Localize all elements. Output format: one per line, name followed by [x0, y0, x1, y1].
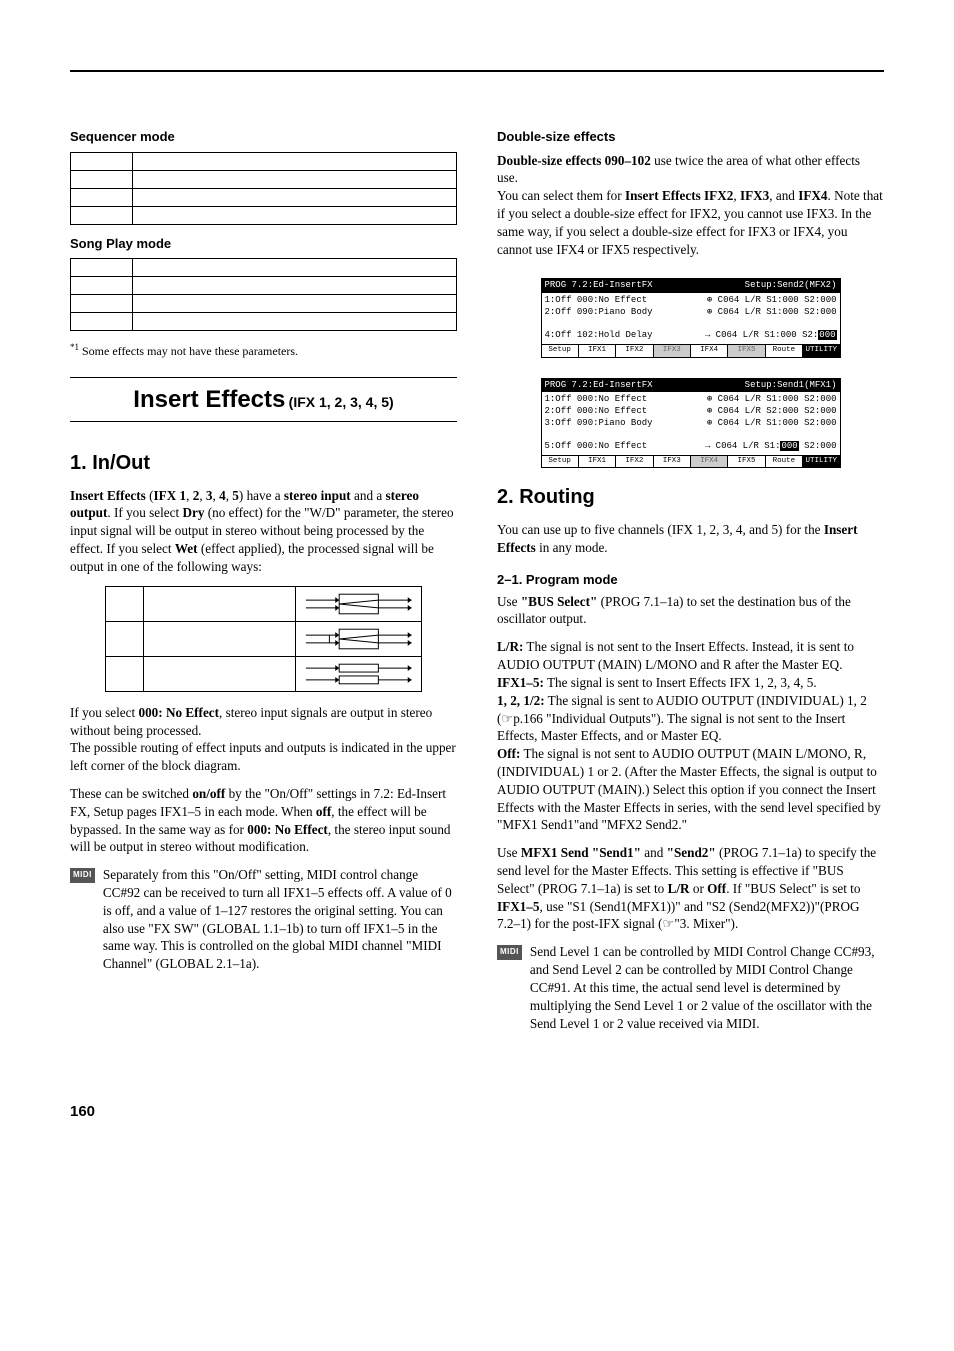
banner-subtitle: (IFX 1, 2, 3, 4, 5) [289, 394, 394, 410]
sequencer-mode-table [70, 152, 457, 225]
routing-diagram-3 [300, 660, 418, 688]
inout-paragraph-1: Insert Effects (IFX 1, 2, 3, 4, 5) have … [70, 487, 457, 576]
program-mode-lr: L/R: The signal is not sent to the Inser… [497, 638, 884, 674]
midi-icon: MIDI [70, 868, 95, 883]
double-size-heading: Double-size effects [497, 128, 884, 146]
midi-icon: MIDI [497, 945, 522, 960]
midi-note-1: MIDI Separately from this "On/Off" setti… [70, 866, 457, 973]
banner-title: Insert Effects [133, 386, 285, 413]
program-mode-off: Off: The signal is not sent to AUDIO OUT… [497, 745, 884, 834]
right-column: Double-size effects Double-size effects … [497, 122, 884, 1042]
routing-diagram-1 [300, 590, 418, 618]
program-mode-mfx: Use MFX1 Send "Send1" and "Send2" (PROG … [497, 844, 884, 933]
sequencer-mode-heading: Sequencer mode [70, 128, 457, 146]
page-number: 160 [70, 1102, 884, 1122]
midi-note-2: MIDI Send Level 1 can be controlled by M… [497, 943, 884, 1032]
lcd-screenshot-1: PROG 7.2:Ed-InsertFXSetup:Send2(MFX2)1:O… [541, 278, 841, 357]
footnote: *1 Some effects may not have these param… [70, 341, 457, 359]
double-size-paragraph: Double-size effects 090–102 use twice th… [497, 152, 884, 259]
routing-diagram-table [105, 586, 422, 692]
program-mode-ifx: IFX1–5: The signal is sent to Insert Eff… [497, 674, 884, 692]
insert-effects-banner: Insert Effects (IFX 1, 2, 3, 4, 5) [70, 377, 457, 421]
lcd-screenshot-2: PROG 7.2:Ed-InsertFXSetup:Send1(MFX1)1:O… [541, 378, 841, 469]
program-mode-p1: Use "BUS Select" (PROG 7.1–1a) to set th… [497, 593, 884, 629]
routing-diagram-2 [300, 625, 418, 653]
two-column-layout: Sequencer mode Song Play mode *1 Some ef… [70, 122, 884, 1042]
program-mode-heading: 2–1. Program mode [497, 571, 884, 589]
top-rule [70, 70, 884, 72]
program-mode-12: 1, 2, 1/2: The signal is sent to AUDIO O… [497, 692, 884, 745]
inout-paragraph-3: These can be switched on/off by the "On/… [70, 785, 457, 856]
song-play-mode-table [70, 258, 457, 331]
routing-intro: You can use up to five channels (IFX 1, … [497, 521, 884, 557]
song-play-mode-heading: Song Play mode [70, 235, 457, 253]
section-1-inout: 1. In/Out [70, 450, 457, 477]
section-2-routing: 2. Routing [497, 484, 884, 511]
left-column: Sequencer mode Song Play mode *1 Some ef… [70, 122, 457, 1042]
inout-paragraph-2: If you select 000: No Effect, stereo inp… [70, 704, 457, 775]
